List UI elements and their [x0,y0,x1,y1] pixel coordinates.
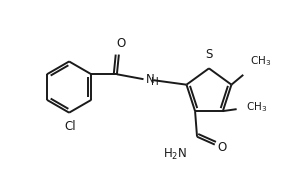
Text: CH$_3$: CH$_3$ [250,54,272,68]
Text: O: O [218,141,227,154]
Text: O: O [116,37,126,50]
Text: H$_2$N: H$_2$N [163,147,187,162]
Text: CH$_3$: CH$_3$ [245,100,267,114]
Text: S: S [205,48,213,62]
Text: H: H [151,77,159,87]
Text: Cl: Cl [64,120,76,132]
Text: N: N [145,73,154,86]
